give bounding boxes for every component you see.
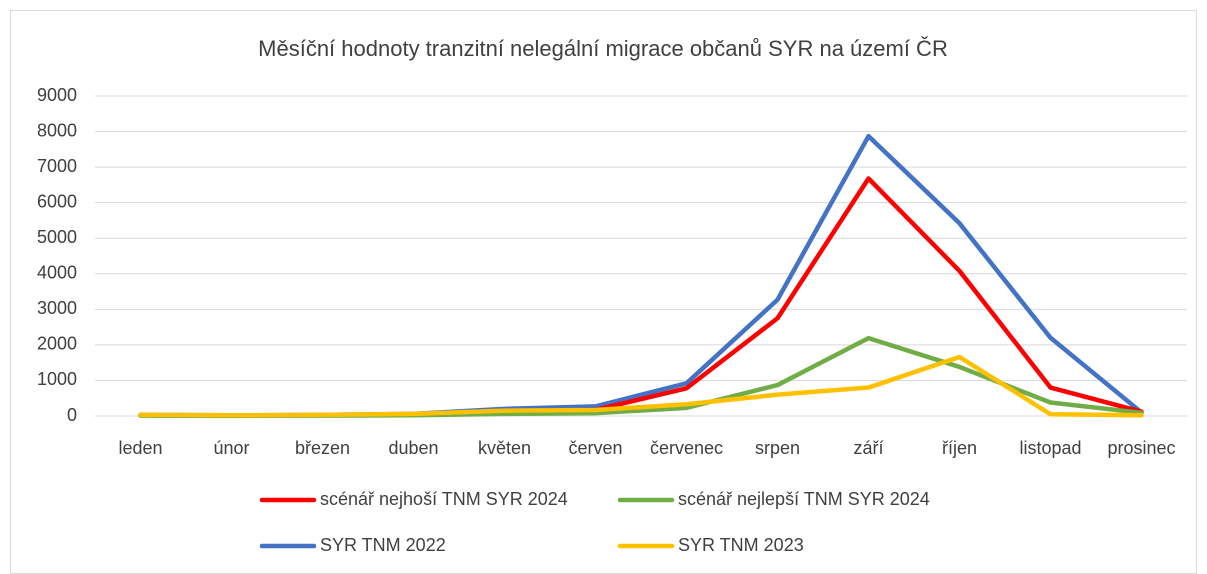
x-tick-label: červen	[568, 438, 622, 458]
chart-title: Měsíční hodnoty tranzitní nelegální migr…	[258, 36, 948, 61]
legend-label: SYR TNM 2022	[320, 535, 446, 555]
series-line	[138, 354, 1144, 418]
y-tick-label: 0	[67, 405, 77, 425]
chart-frame	[10, 10, 1197, 574]
legend-label: SYR TNM 2023	[678, 535, 804, 555]
x-tick-label: červenec	[650, 438, 723, 458]
y-tick-label: 3000	[37, 298, 77, 318]
x-tick-label: únor	[213, 438, 249, 458]
y-tick-label: 9000	[37, 85, 77, 105]
x-tick-label: prosinec	[1107, 438, 1175, 458]
y-tick-label: 5000	[37, 227, 77, 247]
x-tick-label: březen	[295, 438, 350, 458]
y-tick-label: 8000	[37, 120, 77, 140]
y-tick-label: 7000	[37, 156, 77, 176]
y-tick-label: 4000	[37, 263, 77, 283]
x-tick-label: říjen	[942, 438, 977, 458]
x-tick-label: září	[853, 438, 883, 458]
x-tick-label: leden	[118, 438, 162, 458]
legend-label: scénář nejlepší TNM SYR 2024	[678, 489, 930, 509]
y-tick-label: 2000	[37, 334, 77, 354]
x-tick-label: duben	[388, 438, 438, 458]
y-tick-label: 6000	[37, 191, 77, 211]
x-tick-label: květen	[478, 438, 531, 458]
x-tick-label: listopad	[1019, 438, 1081, 458]
x-tick-label: srpen	[755, 438, 800, 458]
y-tick-label: 1000	[37, 369, 77, 389]
legend-label: scénář nejhoší TNM SYR 2024	[320, 489, 568, 509]
